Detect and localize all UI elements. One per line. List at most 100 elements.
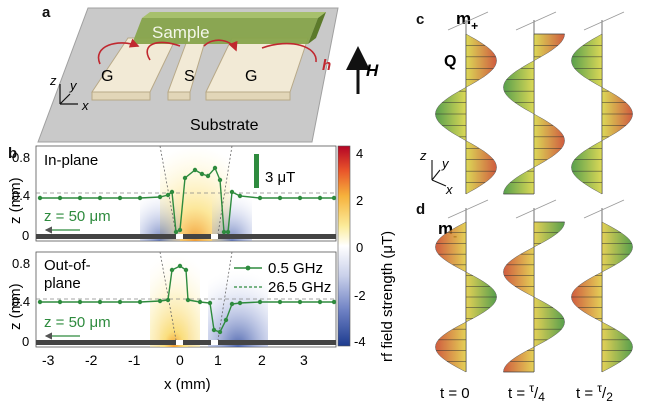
legend-item-1: 26.5 GHz	[268, 279, 331, 296]
svg-text:0.4: 0.4	[12, 294, 30, 309]
curve-marker	[169, 189, 175, 195]
q-label: Q	[444, 53, 456, 70]
panel-letter-b: b	[8, 145, 17, 162]
plot-in-plane: 3 μT In-plane z = 50 μm	[35, 145, 337, 242]
curve-marker	[177, 263, 183, 269]
curve-marker	[182, 175, 188, 181]
curve-marker	[317, 299, 323, 305]
curve-marker	[77, 299, 83, 305]
curve-marker	[37, 195, 43, 201]
sample-block	[132, 12, 326, 44]
axes-triad-c	[431, 160, 447, 187]
curve-marker	[331, 299, 337, 305]
in-plane-curve	[40, 166, 334, 234]
curve-marker	[157, 298, 163, 304]
yticks-top: 0 0.4 0.8	[12, 150, 30, 243]
curve-marker	[37, 299, 43, 305]
curve-marker	[169, 267, 175, 273]
time-labels: t = 0 t = τ/4 t = τ/2	[440, 381, 613, 404]
curve-marker	[183, 267, 189, 273]
svg-text:2: 2	[258, 352, 266, 368]
substrate-label: Substrate	[190, 117, 259, 134]
curve-marker	[192, 167, 198, 173]
svg-text:0: 0	[22, 228, 29, 243]
svg-text:-3: -3	[42, 352, 55, 368]
spin-wave-helices	[435, 11, 633, 373]
electrode-g-left: G	[101, 68, 113, 85]
svg-text:3: 3	[300, 352, 308, 368]
curve-marker	[217, 177, 223, 183]
axis-x-a: x	[81, 98, 89, 113]
xticks: -3 -2 -1 0 1 2 3	[42, 352, 308, 368]
panel-letter-d: d	[416, 201, 425, 218]
out-of-plane-markers	[37, 263, 337, 335]
curve-marker	[205, 173, 211, 179]
legend: 0.5 GHz 26.5 GHz	[234, 260, 331, 296]
svg-text:2: 2	[356, 193, 363, 208]
time-0: t = 0	[440, 385, 470, 402]
curve-marker	[97, 299, 103, 305]
curve-marker	[229, 189, 235, 195]
time-quarter: t = τ/4	[508, 381, 545, 404]
svg-text:-1: -1	[128, 352, 141, 368]
panel-letter-a: a	[42, 4, 51, 21]
curve-marker	[57, 299, 63, 305]
axis-z-a: z	[49, 73, 57, 88]
helix	[571, 11, 633, 195]
curve-marker	[317, 195, 323, 201]
curve-marker	[277, 195, 283, 201]
electrode-right	[205, 37, 309, 101]
curve-marker	[165, 192, 171, 198]
out-of-plane-label-2: plane	[44, 275, 81, 292]
rf-field-h-label: h	[322, 57, 331, 74]
external-field-label: H	[366, 61, 379, 80]
in-plane-label: In-plane	[44, 152, 98, 169]
panel-c: c m+ Q z y x	[416, 9, 478, 197]
curve-marker	[297, 299, 303, 305]
svg-text:0: 0	[22, 334, 29, 349]
rf-field-loops	[97, 38, 317, 65]
plot-out-of-plane: Out-of- plane z = 50 μm 0.5 GHz 26.5 GHz	[35, 251, 337, 348]
curve-marker	[257, 299, 263, 305]
curve-marker	[57, 195, 63, 201]
curve-marker	[117, 299, 123, 305]
svg-text:1: 1	[214, 352, 222, 368]
svg-text:-2: -2	[354, 288, 366, 303]
helix	[435, 11, 497, 195]
out-of-plane-curve	[40, 265, 334, 333]
scalebar-label: 3 μT	[265, 169, 295, 186]
curve-marker	[297, 195, 303, 201]
curve-marker	[199, 171, 205, 177]
panel-b: b 3 μT In-plane z = 50 μm	[7, 145, 396, 393]
curve-marker	[177, 227, 183, 233]
curve-marker	[173, 229, 179, 235]
helix	[435, 199, 497, 373]
xlabel: x (mm)	[164, 376, 211, 393]
m-plus-label: m+	[456, 9, 478, 33]
in-plane-markers	[37, 165, 337, 235]
curve-marker	[185, 297, 191, 303]
curve-marker	[221, 229, 227, 235]
z-annotation-top: z = 50 μm	[44, 208, 111, 225]
panel-letter-c: c	[416, 11, 424, 28]
svg-text:-4: -4	[354, 334, 366, 349]
curve-marker	[237, 193, 243, 199]
curve-marker	[229, 301, 235, 307]
curve-marker	[77, 195, 83, 201]
helix	[571, 199, 633, 373]
svg-text:0: 0	[356, 240, 363, 255]
curve-marker	[331, 195, 337, 201]
axis-y-c: y	[441, 156, 450, 171]
panel-a: a Sample G S G	[37, 4, 379, 143]
curve-marker	[217, 329, 223, 335]
svg-text:4: 4	[356, 146, 363, 161]
yticks-bottom: 0 0.4 0.8	[12, 256, 30, 349]
ylabel-top: z (mm)	[7, 177, 24, 224]
curve-marker	[257, 195, 263, 201]
out-of-plane-label-1: Out-of-	[44, 257, 91, 274]
helix	[503, 199, 565, 373]
colorbar-label: rf field strength (μT)	[379, 231, 396, 362]
svg-text:0.4: 0.4	[12, 188, 30, 203]
curve-marker	[212, 165, 218, 171]
